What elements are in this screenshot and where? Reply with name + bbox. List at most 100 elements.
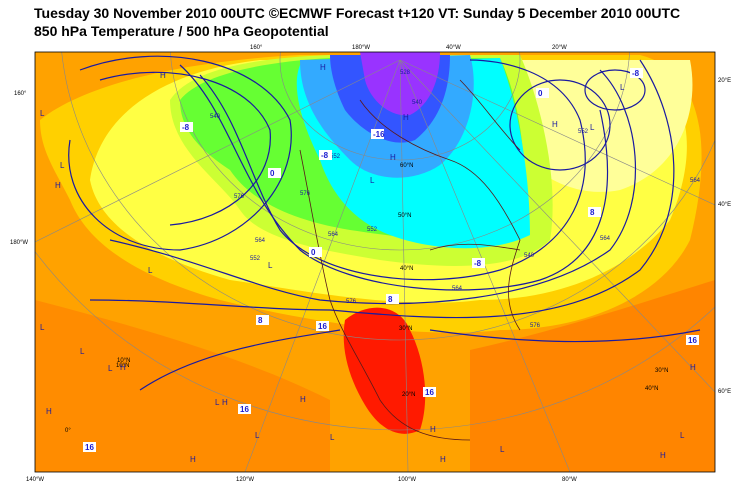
pressure-center: L	[148, 266, 153, 275]
pressure-center: H	[222, 398, 228, 407]
isotherm-label: 0	[270, 169, 275, 178]
edge-label: 100°W	[398, 477, 416, 483]
map-field	[35, 52, 715, 472]
edge-label: 180°W	[10, 240, 28, 246]
subtitle: 850 hPa Temperature / 500 hPa Geopotenti…	[34, 23, 329, 39]
pressure-center: L	[620, 83, 625, 92]
isotherm-label-box	[536, 88, 549, 98]
pressure-center: L	[108, 364, 113, 373]
grid-label: 40°N	[645, 386, 658, 392]
pressure-center: H	[120, 363, 126, 372]
isotherm-label-box	[238, 404, 251, 414]
grid-label: 30°N	[399, 326, 412, 332]
isotherm-label: 16	[688, 336, 697, 345]
isotherm-label-box	[371, 129, 384, 139]
pressure-center: H	[390, 153, 396, 162]
pressure-center: L	[680, 431, 685, 440]
isotherm-label-box	[309, 247, 322, 257]
isotherm-label: 16	[425, 388, 434, 397]
isotherm-label: 0	[311, 248, 316, 257]
pressure-center: L	[215, 398, 220, 407]
pressure-center: H	[660, 451, 666, 460]
edge-label: 20°E	[718, 78, 731, 84]
contour-label: 540	[210, 114, 221, 120]
isotherm-label: 8	[388, 295, 393, 304]
isotherm-label-box	[316, 321, 329, 331]
contour-label: 552	[330, 154, 341, 160]
grid-label: 20°N	[402, 392, 415, 398]
edge-label: 160°	[14, 91, 27, 97]
pressure-center: H	[430, 425, 436, 434]
isotherm-label-box	[268, 168, 281, 178]
edge-label: 140°W	[26, 477, 44, 483]
pressure-center: H	[403, 113, 409, 122]
isotherm-label: 8	[590, 208, 595, 217]
contour-label: 552	[578, 129, 589, 135]
isotherm-label: -8	[474, 259, 482, 268]
isotherm-label-box	[83, 442, 96, 452]
temperature-fill	[35, 300, 330, 472]
isotherm-label: -8	[182, 123, 190, 132]
coastlines	[299, 79, 521, 441]
isotherm-label: 8	[258, 316, 263, 325]
contour-label: 552	[250, 256, 261, 262]
temperature-fill	[360, 52, 440, 116]
isotherm-label: 16	[85, 443, 94, 452]
isotherm-label-box	[319, 150, 332, 160]
isotherm-label: -16	[373, 130, 385, 139]
isotherm-label-box	[686, 335, 699, 345]
edge-label: 80°W	[562, 477, 577, 483]
isotherm-label: 0	[538, 89, 543, 98]
contour-label: 564	[328, 232, 339, 238]
edge-label: 180°W	[352, 45, 370, 51]
edge-label: 120°W	[236, 477, 254, 483]
isotherm-label-box	[180, 122, 193, 132]
isotherm-label-box	[423, 387, 436, 397]
contour-label: 576	[346, 299, 357, 305]
grid-label: 10°N	[117, 358, 130, 364]
isotherm-label-box	[630, 68, 643, 78]
pressure-center: L	[60, 161, 65, 170]
isotherm-label-box	[386, 294, 399, 304]
pressure-center: H	[160, 71, 166, 80]
contour-label: 564	[452, 286, 463, 292]
contour-label: 564	[600, 236, 611, 242]
contour-label: 540	[412, 100, 423, 106]
contour-label: 576	[234, 194, 245, 200]
isotherm-label-box	[256, 315, 269, 325]
pressure-center: L	[80, 347, 85, 356]
geopotential-contours	[68, 55, 701, 391]
pressure-center: H	[190, 455, 196, 464]
edge-label: 60°E	[718, 389, 731, 395]
temperature-fill	[343, 307, 426, 434]
contour-label: 564	[690, 178, 701, 184]
grid-label: 60°N	[400, 163, 413, 169]
map-frame	[34, 51, 716, 473]
edge-label: 160°	[250, 45, 263, 51]
title: Tuesday 30 November 2010 00UTC ©ECMWF Fo…	[34, 5, 680, 21]
edge-label: 20°W	[552, 45, 567, 51]
edge-label: 40°W	[446, 45, 461, 51]
pressure-center: L	[255, 431, 260, 440]
pressure-center: L	[40, 109, 45, 118]
pressure-center: L	[370, 176, 375, 185]
grid-label: 30°N	[655, 368, 668, 374]
isotherm-label-box	[472, 258, 485, 268]
pressure-center: H	[440, 455, 446, 464]
pressure-center: H	[300, 395, 306, 404]
contour-label: 528	[400, 70, 411, 76]
isotherm-label: 16	[318, 322, 327, 331]
pressure-center: H	[552, 120, 558, 129]
isotherm-label-box	[588, 207, 601, 217]
edge-label: 40°E	[718, 202, 731, 208]
grid-label: 10°N	[116, 363, 129, 369]
contour-label: 576	[530, 323, 541, 329]
grid-label: 0°	[65, 428, 71, 434]
contour-label: 552	[367, 227, 378, 233]
pressure-center: L	[330, 433, 335, 442]
pressure-center: L	[268, 261, 273, 270]
isotherm-label: -8	[632, 69, 640, 78]
pressure-center: L	[40, 323, 45, 332]
